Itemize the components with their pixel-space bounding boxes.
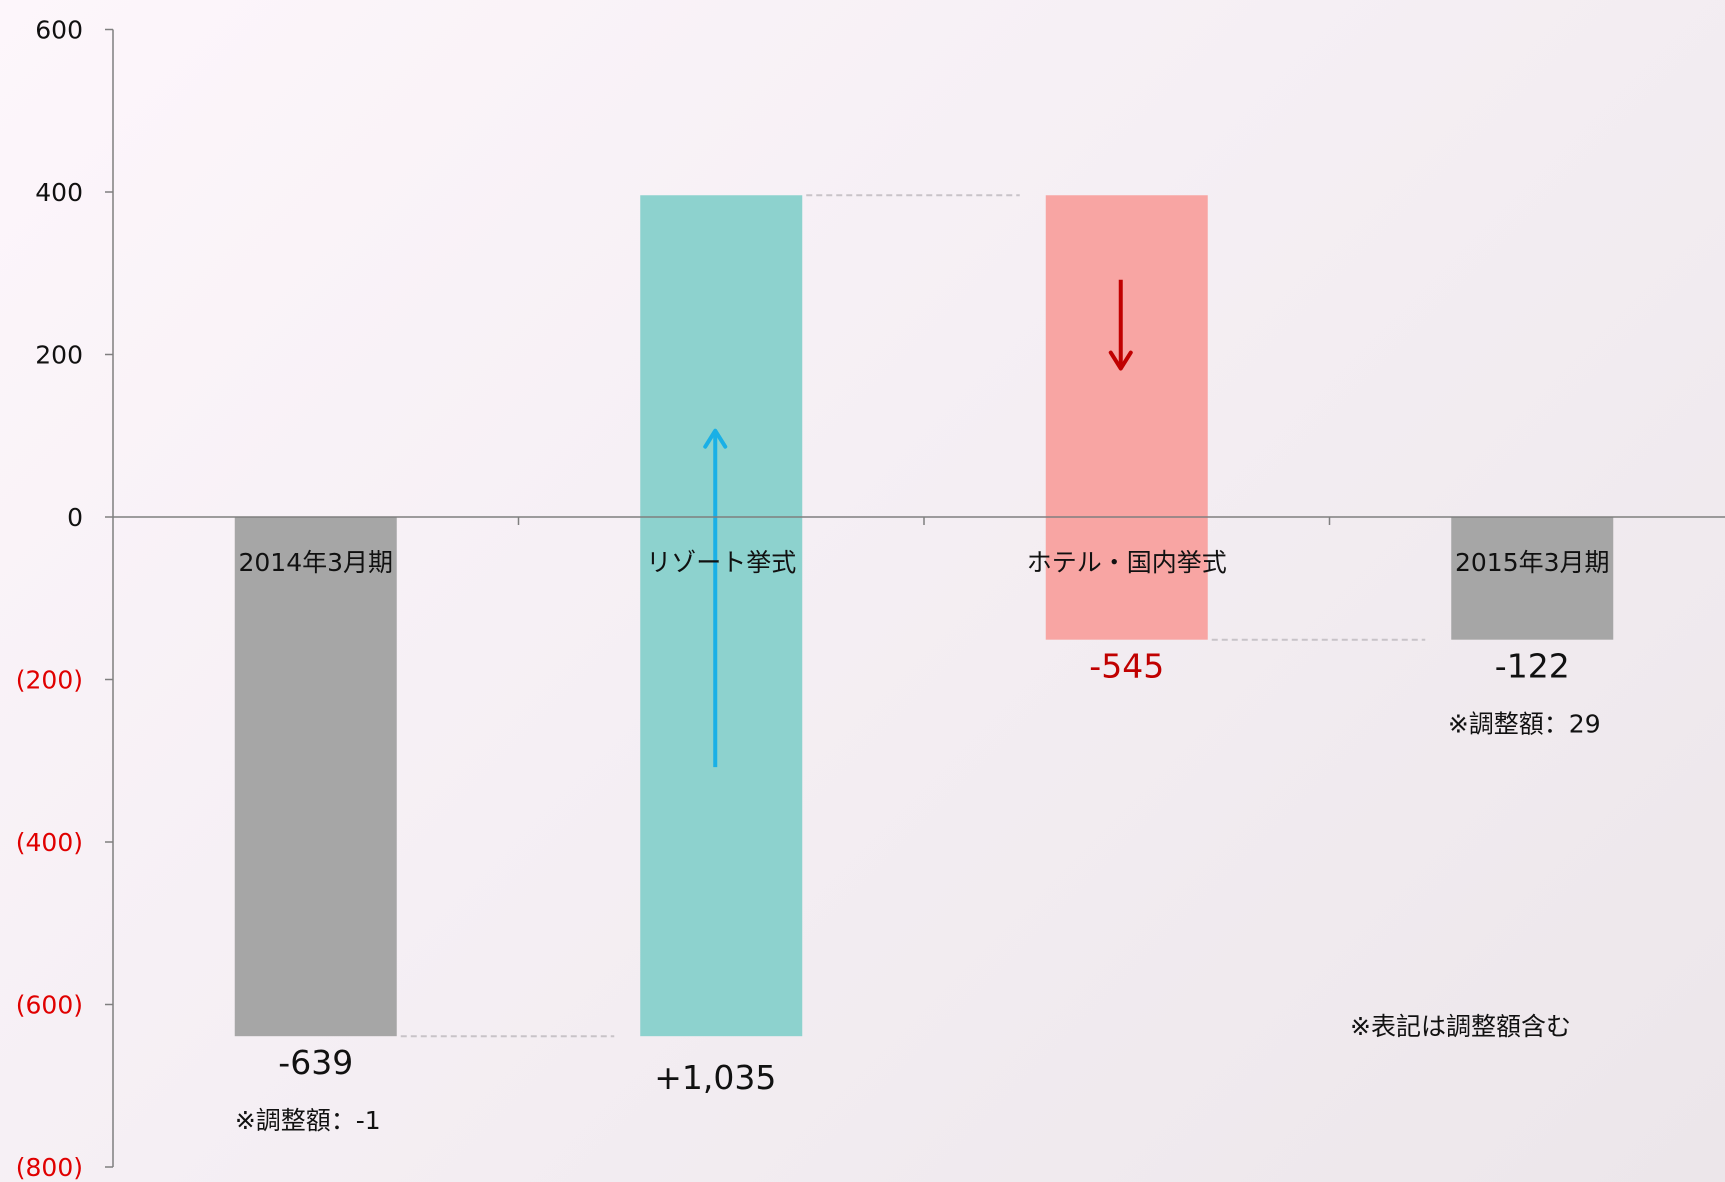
bar-increase xyxy=(640,195,803,1037)
axes: 600 400 200 0 (200) (400) (600) (800) xyxy=(16,16,1725,1182)
y-tick-label: (600) xyxy=(16,991,83,1020)
category-label: 2014年3月期 xyxy=(238,548,393,577)
y-tick-label: (800) xyxy=(16,1153,83,1182)
category-label: リゾート挙式 xyxy=(646,548,796,577)
y-tick-label: 400 xyxy=(35,178,83,207)
value-label: -639 xyxy=(278,1043,353,1082)
y-tick-label: (400) xyxy=(16,828,83,857)
y-tick-label: (200) xyxy=(16,666,83,695)
y-tick-label: 0 xyxy=(67,503,83,532)
bars xyxy=(234,195,1614,1037)
bar-decrease xyxy=(1045,195,1208,640)
bar-total xyxy=(1451,517,1614,640)
arrow-down-icon xyxy=(1108,350,1133,371)
footnote: ※表記は調整額含む xyxy=(1350,1012,1571,1041)
value-label: -545 xyxy=(1089,647,1164,686)
adjustment-note: ※調整額：-1 xyxy=(235,1106,381,1135)
adjustment-note: ※調整額：29 xyxy=(1448,710,1601,739)
y-tick-label: 600 xyxy=(35,16,83,45)
y-tick-label: 200 xyxy=(35,341,83,370)
labels: 2014年3月期 リゾート挙式 ホテル・国内挙式 2015年3月期 -639 ※調整額：-… xyxy=(235,548,1610,1135)
bar-total xyxy=(234,517,397,1037)
category-label: 2015年3月期 xyxy=(1455,548,1610,577)
arrows xyxy=(703,279,1133,768)
category-label: ホテル・国内挙式 xyxy=(1027,548,1227,577)
value-label: +1,035 xyxy=(654,1058,776,1097)
connector-lines xyxy=(400,194,1426,1038)
arrow-up-icon xyxy=(703,428,728,449)
value-label: -122 xyxy=(1495,647,1570,686)
